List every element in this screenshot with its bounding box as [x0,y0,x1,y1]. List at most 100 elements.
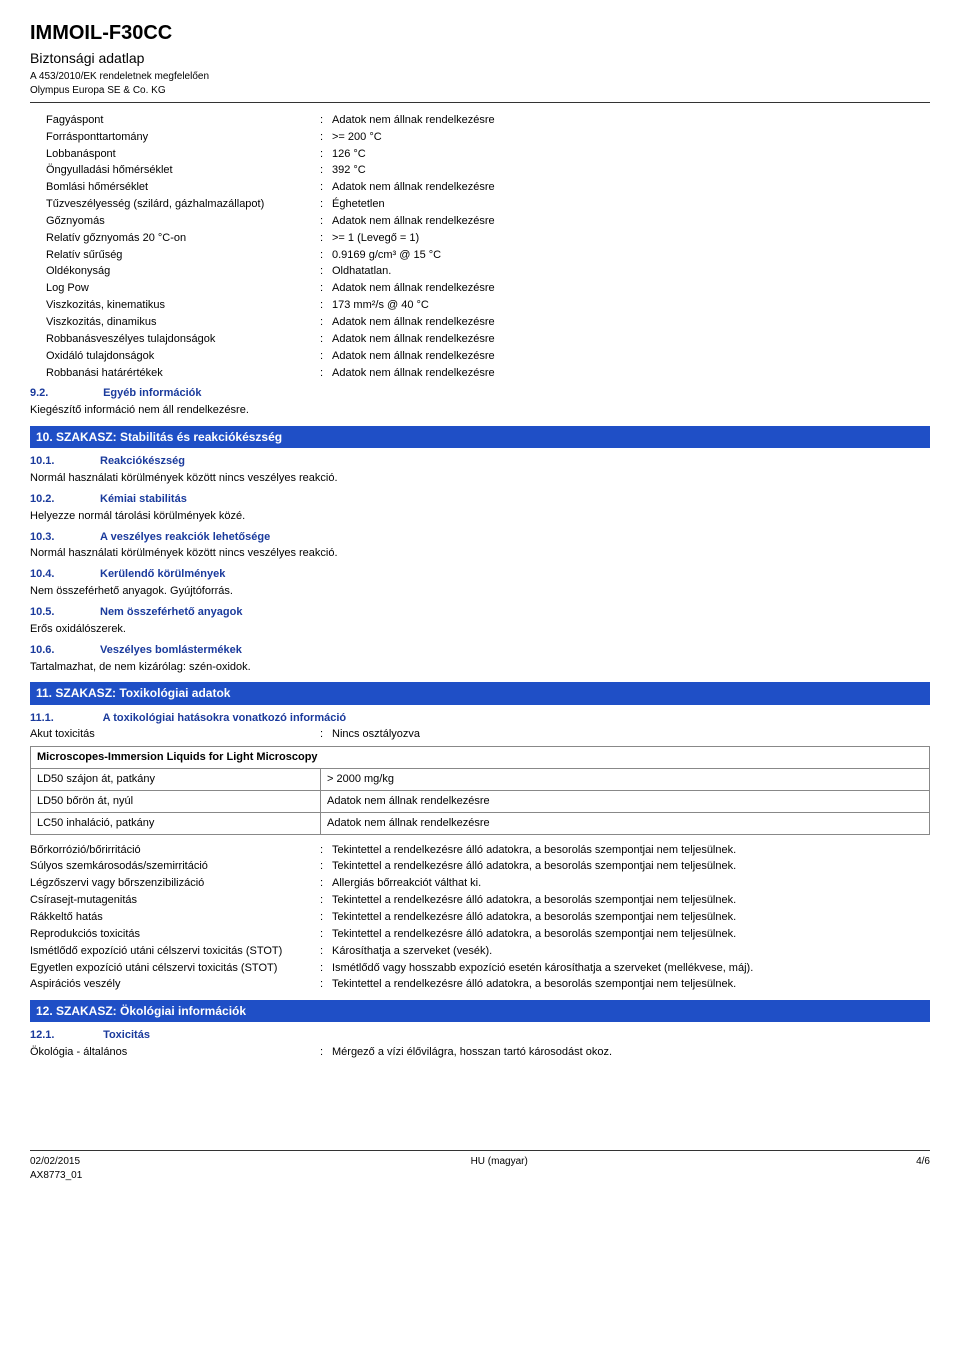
sub-heading: 10.6.Veszélyes bomlástermékek [30,643,930,658]
prop-value: 126 °C [332,147,930,162]
section-10-bar: 10. SZAKASZ: Stabilitás és reakciókészsé… [30,426,930,448]
colon: : [320,130,332,145]
prop-label: Egyetlen expozíció utáni célszervi toxic… [30,961,320,976]
prop-label: Forrásponttartomány [30,130,320,145]
prop-label: Ökológia - általános [30,1045,320,1060]
sub-title: A veszélyes reakciók lehetősége [100,531,270,543]
prop-value: Tekintettel a rendelkezésre álló adatokr… [332,977,930,992]
prop-value: Adatok nem állnak rendelkezésre [332,315,930,330]
section-11-bar: 11. SZAKASZ: Toxikológiai adatok [30,682,930,704]
colon: : [320,910,332,925]
colon: : [320,893,332,908]
prop-value: Éghetetlen [332,197,930,212]
prop-label: Log Pow [30,281,320,296]
prop-label: Relatív sűrűség [30,248,320,263]
properties-list: Fagyáspont:Adatok nem állnak rendelkezés… [30,113,930,381]
property-row: Viszkozitás, dinamikus:Adatok nem állnak… [30,315,930,330]
property-row: Gőznyomás:Adatok nem állnak rendelkezésr… [30,214,930,229]
property-row: Öngyulladási hőmérséklet:392 °C [30,163,930,178]
page-footer: 02/02/2015 AX8773_01 HU (magyar) 4/6 [30,1150,930,1182]
prop-value: >= 200 °C [332,130,930,145]
property-row: Relatív gőznyomás 20 °C-on:>= 1 (Levegő … [30,231,930,246]
regulation-line: A 453/2010/EK rendeletnek megfelelően [30,70,930,84]
prop-label: Akut toxicitás [30,727,320,742]
colon: : [320,281,332,296]
prop-value: Adatok nem állnak rendelkezésre [332,349,930,364]
sub-title: Reakciókészség [100,455,185,467]
section-12-bar: 12. SZAKASZ: Ökológiai információk [30,1000,930,1022]
sub-heading: 10.4.Kerülendő körülmények [30,567,930,582]
sub-number: 9.2. [30,386,100,401]
prop-value: Tekintettel a rendelkezésre álló adatokr… [332,859,930,874]
property-row: Forrásponttartomány:>= 200 °C [30,130,930,145]
prop-label: Csírasejt-mutagenitás [30,893,320,908]
colon: : [320,163,332,178]
sub-number: 10.4. [30,567,100,582]
colon: : [320,727,332,742]
table-row: LD50 bőrön át, nyúl Adatok nem állnak re… [31,790,930,812]
effect-row: Súlyos szemkárosodás/szemirritáció:Tekin… [30,859,930,874]
sub-title: Kémiai stabilitás [100,493,187,505]
property-row: Relatív sűrűség:0.9169 g/cm³ @ 15 °C [30,248,930,263]
prop-label: Légzőszervi vagy bőrszenzibilizáció [30,876,320,891]
prop-label: Robbanásveszélyes tulajdonságok [30,332,320,347]
prop-value: 0.9169 g/cm³ @ 15 °C [332,248,930,263]
sub-body: Erős oxidálószerek. [30,622,930,637]
colon: : [320,264,332,279]
company-line: Olympus Europa SE & Co. KG [30,84,930,103]
prop-value: Adatok nem állnak rendelkezésre [332,214,930,229]
prop-label: Bőrkorrózió/bőrirritáció [30,843,320,858]
prop-value: 392 °C [332,163,930,178]
prop-label: Oldékonyság [30,264,320,279]
ecology-row: Ökológia - általános : Mérgező a vízi él… [30,1045,930,1060]
sub-9-2-body: Kiegészítő információ nem áll rendelkezé… [30,403,930,418]
effect-row: Egyetlen expozíció utáni célszervi toxic… [30,961,930,976]
prop-label: Gőznyomás [30,214,320,229]
doc-title: IMMOIL-F30CC [30,20,930,47]
colon: : [320,180,332,195]
sub-body: Normál használati körülmények között nin… [30,546,930,561]
prop-value: Tekintettel a rendelkezésre álló adatokr… [332,843,930,858]
sub-body: Helyezze normál tárolási körülmények köz… [30,509,930,524]
colon: : [320,298,332,313]
prop-label: Fagyáspont [30,113,320,128]
table-cell-value: Adatok nem állnak rendelkezésre [321,790,930,812]
sub-number: 10.3. [30,530,100,545]
property-row: Robbanási határértékek:Adatok nem állnak… [30,366,930,381]
sub-12-1: 12.1. Toxicitás [30,1028,930,1043]
effect-row: Csírasejt-mutagenitás:Tekintettel a rend… [30,893,930,908]
prop-value: Adatok nem állnak rendelkezésre [332,113,930,128]
property-row: Fagyáspont:Adatok nem állnak rendelkezés… [30,113,930,128]
property-row: Oldékonyság:Oldhatatlan. [30,264,930,279]
footer-page: 4/6 [916,1155,930,1182]
prop-label: Bomlási hőmérséklet [30,180,320,195]
sub-title: Toxicitás [103,1029,150,1041]
prop-label: Oxidáló tulajdonságok [30,349,320,364]
colon: : [320,876,332,891]
footer-center: HU (magyar) [82,1155,916,1182]
sub-heading: 10.2.Kémiai stabilitás [30,492,930,507]
property-row: Lobbanáspont:126 °C [30,147,930,162]
table-row: LD50 szájon át, patkány > 2000 mg/kg [31,769,930,791]
sub-title: Egyéb információk [103,387,201,399]
colon: : [320,147,332,162]
sub-11-1: 11.1. A toxikológiai hatásokra vonatkozó… [30,711,930,726]
prop-value: Károsíthatja a szerveket (vesék). [332,944,930,959]
effect-row: Bőrkorrózió/bőrirritáció:Tekintettel a r… [30,843,930,858]
effect-row: Reprodukciós toxicitás:Tekintettel a ren… [30,927,930,942]
prop-value: Allergiás bőrreakciót válthat ki. [332,876,930,891]
prop-value: Oldhatatlan. [332,264,930,279]
sub-body: Tartalmazhat, de nem kizárólag: szén-oxi… [30,660,930,675]
colon: : [320,315,332,330]
sub-heading: 10.5.Nem összeférhető anyagok [30,605,930,620]
footer-code: AX8773_01 [30,1169,82,1183]
prop-label: Súlyos szemkárosodás/szemirritáció [30,859,320,874]
sub-title: Nem összeférhető anyagok [100,606,242,618]
prop-value: Tekintettel a rendelkezésre álló adatokr… [332,893,930,908]
property-row: Viszkozitás, kinematikus:173 mm²/s @ 40 … [30,298,930,313]
table-cell-label: LD50 szájon át, patkány [31,769,321,791]
prop-label: Relatív gőznyomás 20 °C-on [30,231,320,246]
prop-value: Tekintettel a rendelkezésre álló adatokr… [332,927,930,942]
effect-row: Ismétlődő expozíció utáni célszervi toxi… [30,944,930,959]
prop-value: Mérgező a vízi élővilágra, hosszan tartó… [332,1045,930,1060]
